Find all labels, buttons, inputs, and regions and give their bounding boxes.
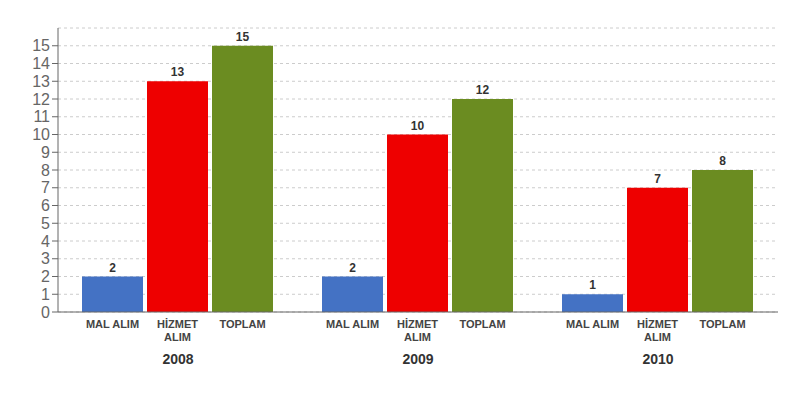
svg-text:2010: 2010 xyxy=(642,351,673,367)
svg-text:MAL ALIM: MAL ALIM xyxy=(86,318,139,330)
svg-text:2: 2 xyxy=(41,268,50,285)
svg-text:9: 9 xyxy=(41,144,50,161)
svg-text:13: 13 xyxy=(171,65,185,79)
svg-text:14: 14 xyxy=(32,55,50,72)
svg-text:HİZMETALIM: HİZMETALIM xyxy=(637,318,678,343)
svg-text:11: 11 xyxy=(33,108,50,125)
svg-text:1: 1 xyxy=(589,278,596,292)
svg-text:TOPLAM: TOPLAM xyxy=(699,318,745,330)
svg-text:15: 15 xyxy=(236,30,250,44)
svg-text:2: 2 xyxy=(109,261,116,275)
svg-text:7: 7 xyxy=(654,172,661,186)
svg-text:12: 12 xyxy=(32,91,50,108)
svg-text:7: 7 xyxy=(41,179,50,196)
svg-text:8: 8 xyxy=(719,154,726,168)
svg-text:10: 10 xyxy=(32,126,50,143)
svg-text:2: 2 xyxy=(349,261,356,275)
svg-text:TOPLAM: TOPLAM xyxy=(459,318,505,330)
svg-text:10: 10 xyxy=(411,119,425,133)
svg-text:4: 4 xyxy=(41,233,50,250)
svg-text:13: 13 xyxy=(32,73,50,90)
svg-text:0: 0 xyxy=(41,304,50,321)
svg-text:HİZMETALIM: HİZMETALIM xyxy=(397,318,438,343)
svg-text:6: 6 xyxy=(41,197,50,214)
svg-text:3: 3 xyxy=(41,250,50,267)
svg-text:MAL ALIM: MAL ALIM xyxy=(326,318,379,330)
svg-text:2008: 2008 xyxy=(162,351,193,367)
svg-text:1: 1 xyxy=(41,286,50,303)
svg-text:TOPLAM: TOPLAM xyxy=(219,318,265,330)
svg-text:HİZMETALIM: HİZMETALIM xyxy=(157,318,198,343)
svg-text:15: 15 xyxy=(32,37,50,54)
svg-text:8: 8 xyxy=(41,162,50,179)
svg-text:5: 5 xyxy=(41,215,50,232)
svg-text:MAL ALIM: MAL ALIM xyxy=(566,318,619,330)
svg-text:12: 12 xyxy=(476,83,490,97)
svg-text:2009: 2009 xyxy=(402,351,433,367)
